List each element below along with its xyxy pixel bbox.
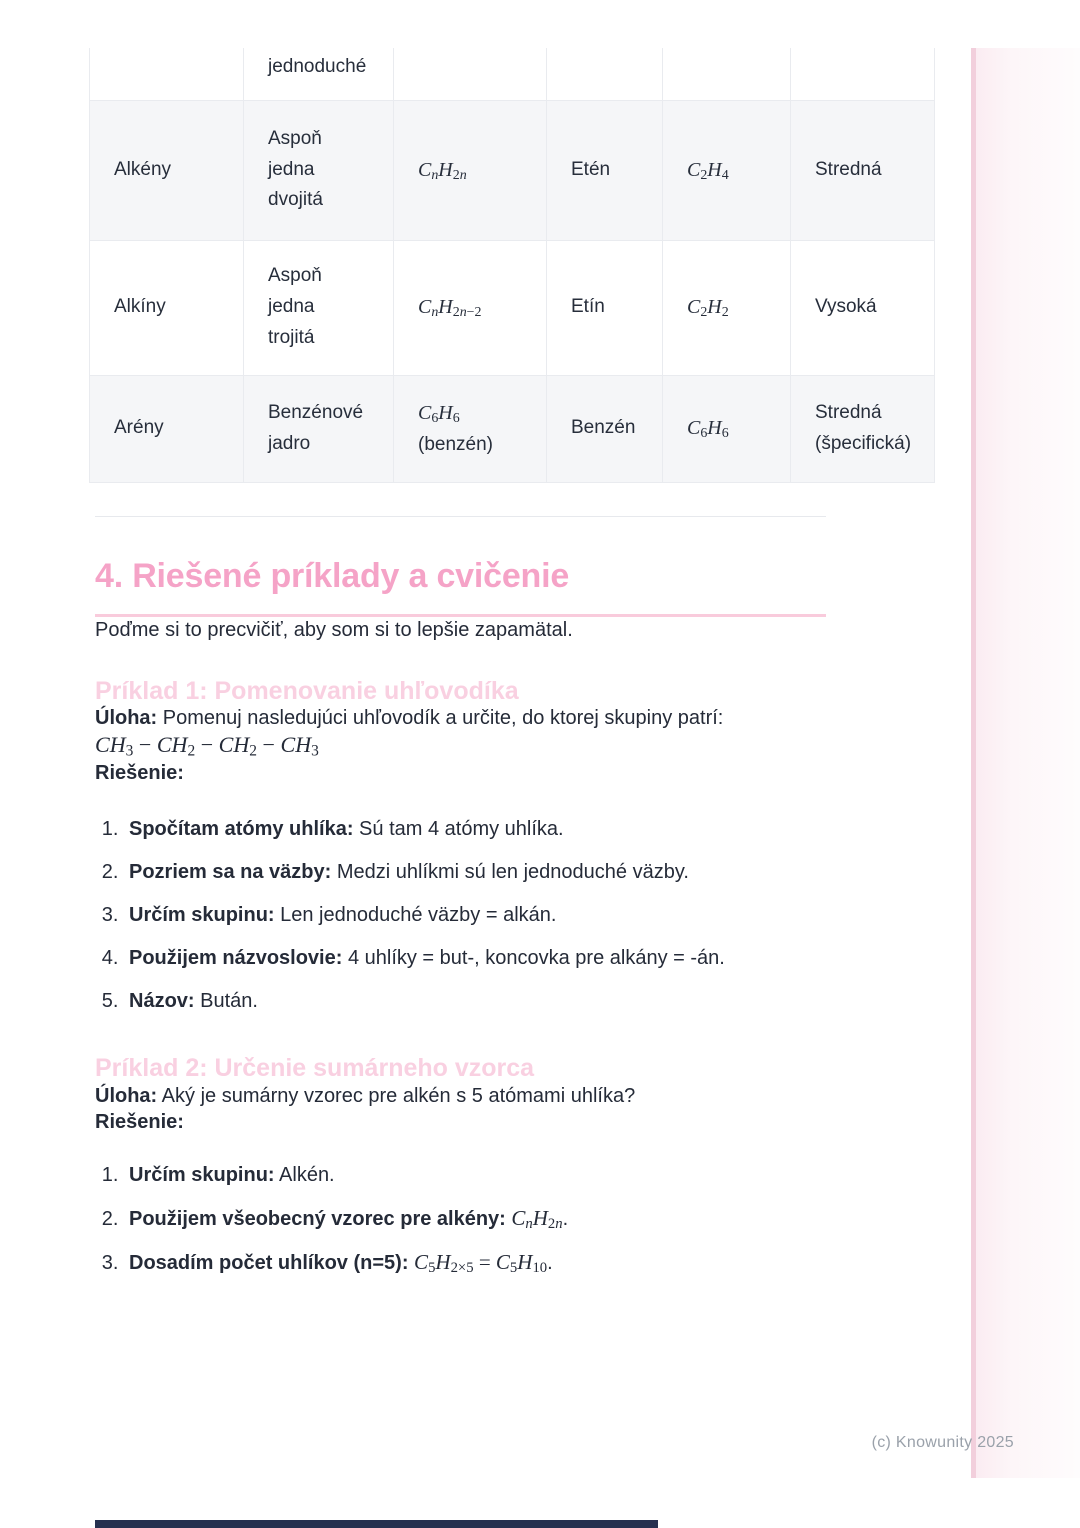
solution-step: Dosadím počet uhlíkov (n=5): C5H2×5 = C5… bbox=[124, 1249, 826, 1276]
solution-step: Použijem všeobecný vzorec pre alkény: Cn… bbox=[124, 1205, 826, 1232]
step-lead: Určím skupinu: bbox=[129, 1163, 275, 1186]
task-text: Pomenuj nasledujúci uhľovodík a určite, … bbox=[157, 707, 724, 730]
intro-paragraph: Poďme si to precvičiť, aby som si to lep… bbox=[95, 618, 573, 641]
solution-step: Spočítam atómy uhlíka: Sú tam 4 atómy uh… bbox=[124, 816, 826, 842]
cell-example: Etén bbox=[546, 99, 663, 241]
step-lead: Dosadím počet uhlíkov (n=5): bbox=[129, 1251, 409, 1274]
section-heading: 4. Riešené príklady a cvičenie bbox=[95, 555, 826, 617]
cell-formula: CnH2n bbox=[393, 99, 547, 241]
step-lead: Použijem názvoslovie: bbox=[129, 946, 343, 969]
step-lead: Spočítam atómy uhlíka: bbox=[129, 817, 354, 840]
page-accent-bar bbox=[971, 48, 1080, 1478]
step-text: Len jednoduché väzby = alkán. bbox=[274, 903, 557, 926]
solution-step: Určím skupinu: Len jednoduché väzby = al… bbox=[124, 902, 826, 928]
solution-step: Určím skupinu: Alkén. bbox=[124, 1162, 826, 1188]
step-text: Sú tam 4 atómy uhlíka. bbox=[353, 817, 564, 840]
table-row: Alkény Aspoň jedna dvojitá CnH2n Etén C2H4… bbox=[89, 99, 935, 241]
step-text: Alkén. bbox=[274, 1163, 335, 1186]
cell-group bbox=[89, 48, 244, 101]
step-text: CnH2n. bbox=[511, 1205, 569, 1232]
example2-steps: Určím skupinu: Alkén. Použijem všeobecný… bbox=[95, 1162, 826, 1276]
page-bottom-bar bbox=[95, 1520, 658, 1528]
step-text: Medzi uhlíkmi sú len jednoduché väzby. bbox=[331, 860, 689, 883]
solution-step: Použijem názvoslovie: 4 uhlíky = but-, k… bbox=[124, 945, 826, 971]
cell-example-formula bbox=[662, 48, 791, 101]
task-text: Aký je sumárny vzorec pre alkén s 5 atóm… bbox=[157, 1084, 636, 1107]
table-row: Alkíny Aspoň jedna trojitá CnH2n−2 Etín C2… bbox=[89, 239, 935, 376]
step-text: Bután. bbox=[194, 989, 258, 1012]
step-lead: Názov: bbox=[129, 989, 195, 1012]
table-row: jednoduché bbox=[89, 48, 935, 101]
table-row: Arény Benzénové jadro C6H6 (benzén) Benzén… bbox=[89, 374, 935, 483]
cell-example bbox=[546, 48, 663, 101]
step-text: C5H2×5 = C5H10. bbox=[414, 1249, 553, 1276]
task-label: Úloha: bbox=[95, 1084, 158, 1107]
step-lead: Pozriem sa na väzby: bbox=[129, 860, 332, 883]
step-lead: Použijem všeobecný vzorec pre alkény: bbox=[129, 1207, 506, 1230]
section-divider bbox=[95, 516, 826, 517]
cell-characteristic: Aspoň jedna dvojitá bbox=[243, 99, 394, 241]
example1-heading: Príklad 1: Pomenovanie uhľovodíka bbox=[95, 676, 519, 705]
cell-characteristic: Aspoň jedna trojitá bbox=[243, 239, 394, 376]
cell-example: Etín bbox=[546, 239, 663, 376]
copyright-footer: (c) Knowunity 2025 bbox=[871, 1434, 1014, 1451]
cell-reactivity: Stredná bbox=[790, 99, 935, 241]
example2-heading: Príklad 2: Určenie sumárneho vzorca bbox=[95, 1053, 535, 1082]
solution-label: Riešenie: bbox=[95, 1110, 184, 1133]
cell-reactivity: Stredná (špecifická) bbox=[790, 374, 935, 483]
chemical-formula: CH3 − CH2 − CH2 − CH3 bbox=[95, 732, 319, 760]
solution-step: Pozriem sa na väzby: Medzi uhlíkmi sú le… bbox=[124, 859, 826, 885]
cell-example-formula: C6H6 bbox=[662, 374, 791, 483]
example1-steps: Spočítam atómy uhlíka: Sú tam 4 atómy uh… bbox=[95, 816, 826, 1014]
task-label: Úloha: bbox=[95, 707, 158, 730]
cell-group: Arény bbox=[89, 374, 244, 483]
cell-reactivity bbox=[790, 48, 935, 101]
cell-characteristic: jednoduché bbox=[243, 48, 394, 101]
step-lead: Určím skupinu: bbox=[129, 903, 275, 926]
cell-formula: C6H6 (benzén) bbox=[393, 374, 547, 483]
main-content: 4. Riešené príklady a cvičenie Poďme si … bbox=[95, 482, 826, 1276]
cell-formula bbox=[393, 48, 547, 101]
cell-group: Alkíny bbox=[89, 239, 244, 376]
example1-task: Úloha: Pomenuj nasledujúci uhľovodík a u… bbox=[95, 705, 826, 731]
cell-reactivity: Vysoká bbox=[790, 239, 935, 376]
hydrocarbon-table: jednoduché Alkény Aspoň jedna dvojitá CnH2… bbox=[89, 48, 935, 483]
cell-characteristic: Benzénové jadro bbox=[243, 374, 394, 483]
step-text: 4 uhlíky = but-, koncovka pre alkány = -… bbox=[342, 946, 725, 969]
cell-group: Alkény bbox=[89, 99, 244, 241]
cell-formula: CnH2n−2 bbox=[393, 239, 547, 376]
cell-example: Benzén bbox=[546, 374, 663, 483]
solution-label: Riešenie: bbox=[95, 761, 184, 784]
example2-task: Úloha: Aký je sumárny vzorec pre alkén s… bbox=[95, 1083, 826, 1109]
solution-step: Názov: Bután. bbox=[124, 988, 826, 1014]
cell-example-formula: C2H4 bbox=[662, 99, 791, 241]
cell-example-formula: C2H2 bbox=[662, 239, 791, 376]
